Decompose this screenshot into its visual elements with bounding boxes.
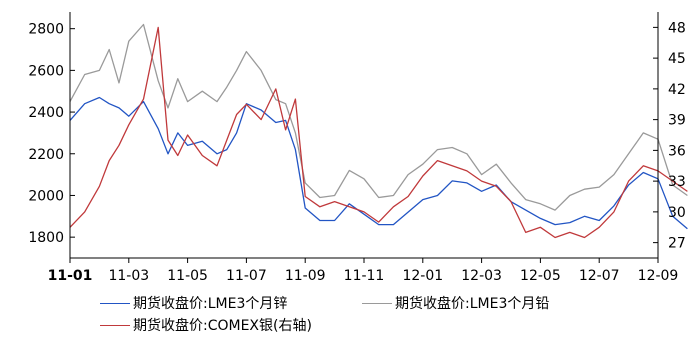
x-axis-tick-label: 12-03 bbox=[461, 268, 502, 284]
x-axis-tick-label: 11-07 bbox=[226, 268, 267, 284]
right-axis-tick-label: 45 bbox=[668, 51, 686, 67]
legend-label-silver: 期货收盘价:COMEX银(右轴) bbox=[133, 318, 312, 334]
right-axis-tick-label: 27 bbox=[668, 236, 686, 252]
right-axis-tick-label: 39 bbox=[668, 113, 686, 129]
x-axis-tick-label: 12-01 bbox=[402, 268, 443, 284]
legend-item-zinc: 期货收盘价:LME3个月锌 bbox=[100, 293, 287, 313]
series-line-1 bbox=[69, 23, 688, 211]
series-line-2 bbox=[69, 26, 688, 239]
right-axis-tick-label: 36 bbox=[668, 143, 686, 159]
left-axis-tick-label: 2200 bbox=[28, 147, 64, 163]
legend-label-lead: 期货收盘价:LME3个月铅 bbox=[395, 296, 550, 312]
legend-swatch-silver bbox=[100, 324, 130, 326]
left-axis-tick-label: 2000 bbox=[28, 188, 64, 204]
x-axis-tick-label: 11-01 bbox=[48, 268, 93, 284]
left-axis-tick-label: 2600 bbox=[28, 63, 64, 79]
legend: 期货收盘价:LME3个月锌 期货收盘价:LME3个月铅 期货收盘价:COMEX银… bbox=[0, 290, 688, 335]
right-axis-tick-label: 42 bbox=[668, 82, 686, 98]
legend-label-zinc: 期货收盘价:LME3个月锌 bbox=[133, 296, 288, 312]
left-axis-tick-label: 2400 bbox=[28, 105, 64, 121]
x-axis-tick-label: 11-05 bbox=[167, 268, 208, 284]
x-axis-tick-label: 11-03 bbox=[108, 268, 149, 284]
axes-layer: 1800 2000 2200 2400 2600 2800 27 30 33 36 39 42 45 48… bbox=[28, 12, 686, 284]
series-line-0 bbox=[69, 96, 688, 230]
x-axis-tick-label: 12-05 bbox=[520, 268, 561, 284]
x-axis-tick-label: 12-07 bbox=[579, 268, 620, 284]
right-axis-tick-label: 48 bbox=[668, 20, 686, 36]
legend-swatch-zinc bbox=[100, 302, 130, 304]
x-axis-tick-label: 11-09 bbox=[285, 268, 326, 284]
left-axis-tick-label: 1800 bbox=[28, 230, 64, 246]
series-layer bbox=[69, 23, 688, 239]
right-axis-tick-label: 33 bbox=[668, 174, 686, 190]
legend-item-lead: 期货收盘价:LME3个月铅 bbox=[362, 293, 549, 313]
legend-item-silver: 期货收盘价:COMEX银(右轴) bbox=[100, 315, 312, 335]
legend-swatch-lead bbox=[362, 302, 392, 304]
x-axis-tick-label: 12-09 bbox=[638, 268, 679, 284]
left-axis-tick-label: 2800 bbox=[28, 22, 64, 38]
right-axis-tick-label: 30 bbox=[668, 205, 686, 221]
x-axis-tick-label: 11-11 bbox=[344, 268, 385, 284]
